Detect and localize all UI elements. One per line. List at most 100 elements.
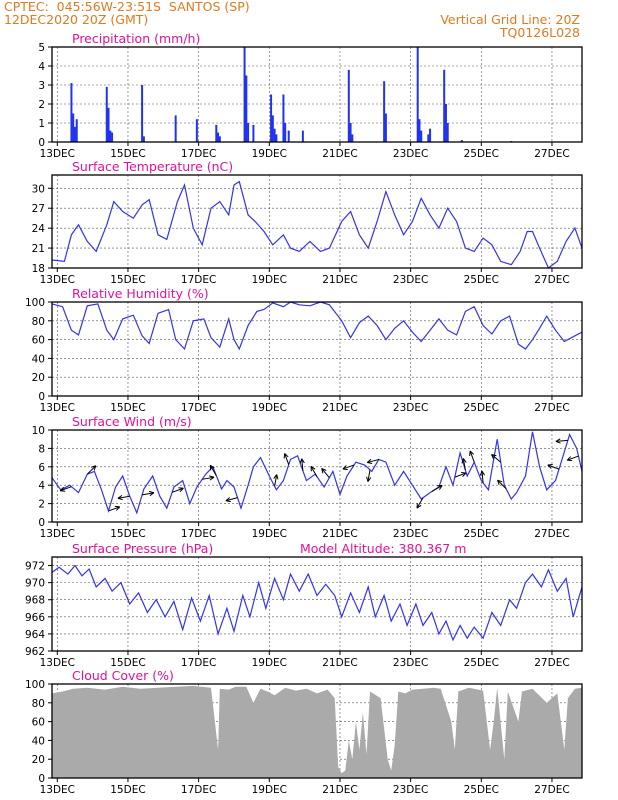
y-tick-label: 968 <box>25 595 45 607</box>
precip-bar <box>287 130 290 142</box>
x-tick-label: 25DEC <box>464 402 499 414</box>
y-tick-label: 8 <box>38 443 45 455</box>
panel-title: Precipitation (mm/h) <box>72 31 200 46</box>
y-tick-label: 4 <box>38 61 45 73</box>
wind-arrow <box>171 487 184 493</box>
x-tick-label: 23DEC <box>393 657 428 669</box>
wind-arrow-head <box>59 486 66 492</box>
wind-arrow-head <box>497 479 503 486</box>
precip-bar <box>351 134 354 142</box>
wind-arrow <box>284 453 290 465</box>
wind-arrow <box>547 464 560 470</box>
wind-arrow-head <box>209 464 215 471</box>
x-tick-label: 17DEC <box>181 274 216 286</box>
precip-bar <box>111 132 114 142</box>
x-tick-label: 13DEC <box>40 784 75 796</box>
wind-arrow <box>555 439 568 442</box>
y-tick-label: 40 <box>32 353 45 365</box>
x-tick-label: 17DEC <box>181 528 216 540</box>
wind-arrow <box>367 469 371 482</box>
precip-bar <box>349 123 352 142</box>
panel-4: Surface Pressure (hPa) Model Altitude: 38… <box>25 541 583 669</box>
wind-arrow-head <box>117 494 123 501</box>
wind-arrow <box>225 497 238 502</box>
y-tick-label: 80 <box>32 316 45 328</box>
x-tick-label: 17DEC <box>181 784 216 796</box>
precip-bar <box>301 130 304 142</box>
y-tick-label: 24 <box>32 223 46 235</box>
precip-bar <box>142 136 145 142</box>
wind-arrow-head <box>366 476 372 482</box>
x-tick-label: 19DEC <box>252 402 287 414</box>
precip-bar <box>284 123 287 142</box>
x-tick-label: 15DEC <box>110 402 145 414</box>
wind-arrow <box>431 485 443 492</box>
x-tick-label: 25DEC <box>464 148 499 160</box>
wind-arrow <box>342 464 355 470</box>
precip-bar <box>460 140 463 142</box>
precip-bar <box>174 115 177 142</box>
y-tick-label: 0 <box>38 517 45 529</box>
wind-arrow-head <box>555 438 561 444</box>
x-tick-label: 25DEC <box>464 274 499 286</box>
x-tick-label: 19DEC <box>252 528 287 540</box>
y-tick-label: 30 <box>32 183 45 195</box>
panel-title: Relative Humidity (%) <box>72 286 209 301</box>
x-tick-label: 23DEC <box>393 784 428 796</box>
wind-arrow <box>209 464 217 476</box>
wind-arrow <box>469 450 475 463</box>
y-tick-label: 1 <box>38 118 45 130</box>
wind-arrow-head <box>342 465 348 471</box>
precip-bar <box>70 83 73 142</box>
x-tick-label: 21DEC <box>322 784 357 796</box>
x-tick-label: 27DEC <box>534 528 569 540</box>
x-tick-label: 23DEC <box>393 402 428 414</box>
y-tick-label: 962 <box>25 646 45 658</box>
model-code: TQ0126L028 <box>499 25 580 40</box>
y-tick-label: 0 <box>38 391 45 403</box>
precip-bar <box>429 128 432 142</box>
x-tick-label: 21DEC <box>322 402 357 414</box>
wind-arrow <box>274 474 278 487</box>
wind-arrow <box>367 458 379 464</box>
x-tick-label: 15DEC <box>110 148 145 160</box>
panel-title: Surface Pressure (hPa) <box>72 541 213 556</box>
wind-arrow-head <box>90 465 97 471</box>
precip-bar <box>443 69 446 142</box>
precip-bar <box>282 94 285 142</box>
precip-bar <box>141 85 144 142</box>
x-tick-label: 27DEC <box>534 402 569 414</box>
precip-bar <box>217 132 220 142</box>
panel-frame <box>51 683 583 779</box>
y-tick-label: 972 <box>25 561 45 573</box>
y-tick-label: 5 <box>38 42 45 54</box>
precip-bar <box>416 47 419 142</box>
panel-title: Cloud Cover (%) <box>72 668 174 683</box>
precip-bar <box>420 130 423 142</box>
x-tick-label: 23DEC <box>393 528 428 540</box>
panel-2: Relative Humidity (%) 0 20 40 60 80 100 13DEC 15… <box>25 286 583 414</box>
precip-bar <box>383 81 386 142</box>
y-tick-label: 964 <box>25 629 45 641</box>
panel-0: Precipitation (mm/h) 0 1 2 3 4 5 13DEC 15DEC 17DE… <box>38 31 583 160</box>
wind-arrow-head <box>547 463 553 469</box>
y-tick-label: 3 <box>38 80 45 92</box>
precip-bar <box>75 119 78 142</box>
precip-bar <box>384 113 387 142</box>
y-tick-label: 2 <box>38 499 45 511</box>
precip-bar <box>273 128 276 142</box>
precip-bar <box>446 123 449 142</box>
y-tick-label: 966 <box>25 612 45 624</box>
panel-title: Surface Wind (m/s) <box>72 414 192 429</box>
x-tick-label: 19DEC <box>252 657 287 669</box>
x-tick-label: 27DEC <box>534 784 569 796</box>
precip-bar <box>215 124 218 142</box>
precip-bar <box>271 115 274 142</box>
series-line <box>51 180 583 269</box>
panel-title: Surface Temperature (nC) <box>72 159 233 174</box>
y-tick-label: 100 <box>25 297 45 309</box>
y-tick-label: 21 <box>32 243 45 255</box>
wind-arrow-head <box>461 472 467 477</box>
x-tick-label: 21DEC <box>322 148 357 160</box>
